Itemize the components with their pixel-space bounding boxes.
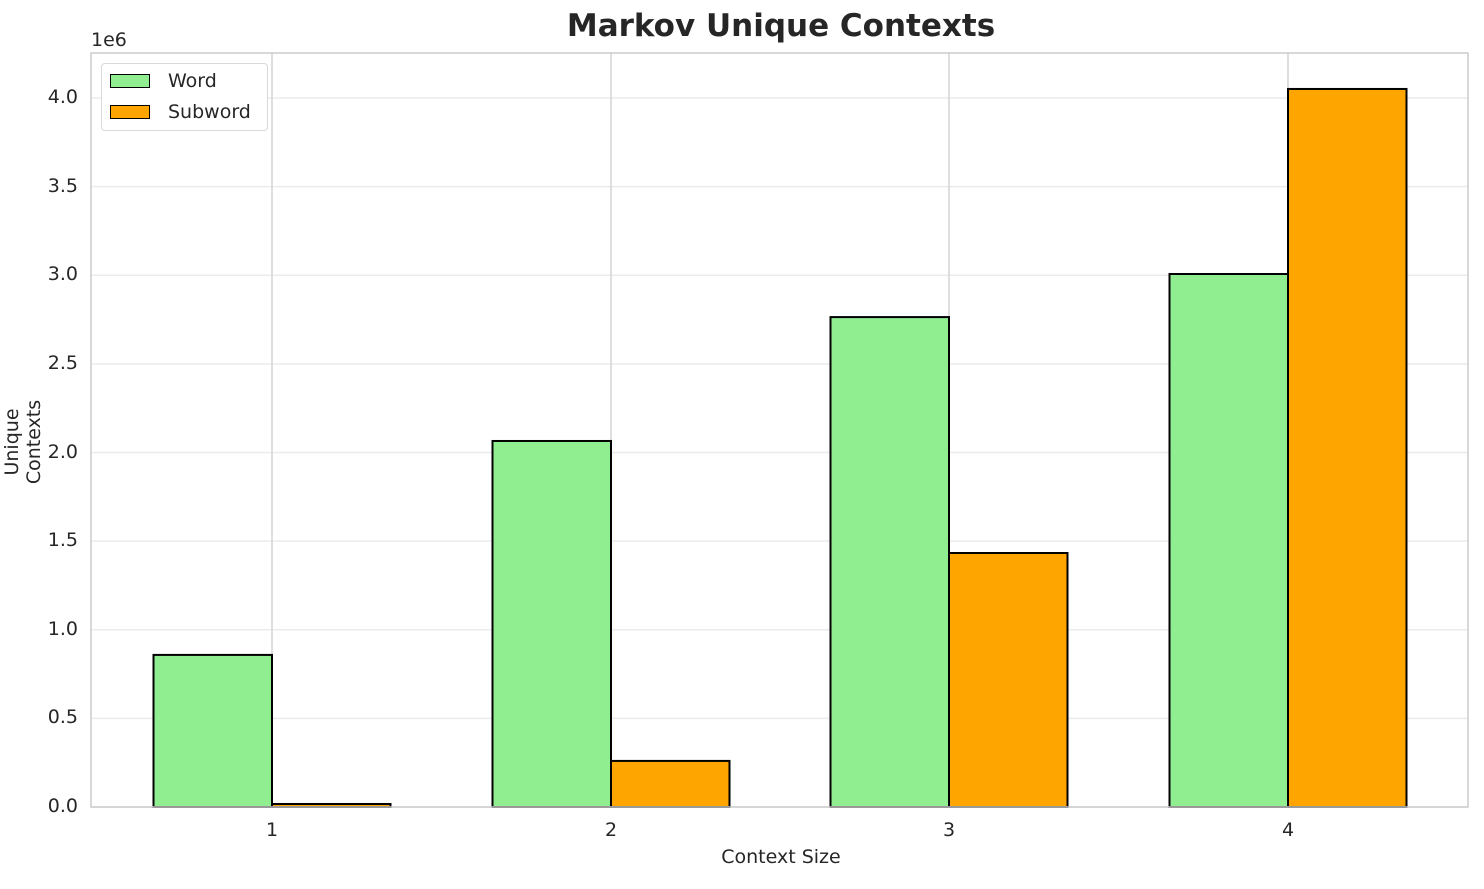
x-tick-label: 1 — [265, 819, 279, 841]
bar-word-3 — [829, 316, 950, 808]
y-tick-label: 1.0 — [47, 617, 78, 640]
y-tick-label: 1.5 — [47, 529, 78, 552]
y-tick-label: 0.0 — [47, 795, 78, 817]
y-tick-label: 0.5 — [47, 706, 78, 729]
y-scale-label: 1e6 — [91, 29, 127, 51]
x-tick-label: 4 — [1281, 819, 1295, 841]
legend-label-subword: Subword — [168, 101, 251, 123]
x-tick-label: 3 — [942, 819, 956, 841]
legend-swatch-word — [110, 74, 150, 88]
x-axis-label: Context Size — [721, 846, 841, 868]
bar-subword-3 — [948, 552, 1069, 808]
legend-item-subword: Subword — [110, 101, 251, 123]
legend-label-word: Word — [168, 70, 217, 92]
legend: Word Subword — [101, 63, 268, 131]
y-axis-label: Unique Contexts — [1, 399, 45, 485]
bar-word-1 — [152, 653, 273, 808]
axes-frame — [90, 52, 1469, 808]
bar-word-2 — [491, 439, 612, 808]
bar-word-4 — [1168, 273, 1289, 808]
legend-swatch-subword — [110, 105, 150, 119]
y-tick-label: 3.0 — [47, 263, 78, 286]
legend-item-word: Word — [110, 70, 217, 92]
x-tick-label: 2 — [604, 819, 618, 841]
bar-subword-2 — [610, 759, 731, 808]
y-tick-label: 2.0 — [47, 440, 78, 463]
bar-subword-4 — [1287, 87, 1408, 808]
y-tick-label: 2.5 — [47, 351, 78, 374]
chart-title: Markov Unique Contexts — [566, 8, 996, 44]
y-tick-label: 3.5 — [47, 174, 78, 197]
y-tick-label: 4.0 — [47, 86, 78, 108]
